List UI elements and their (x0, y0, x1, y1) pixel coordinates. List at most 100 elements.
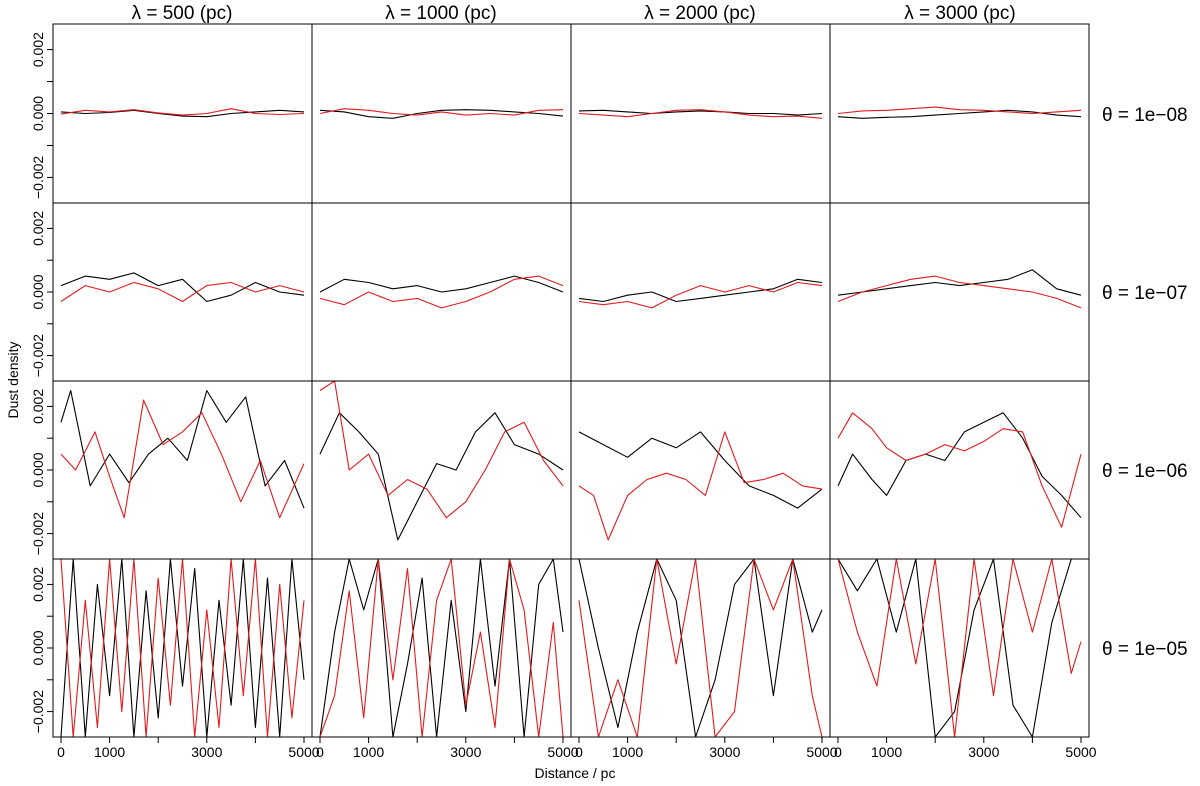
x-tick-label: 0 (834, 744, 842, 760)
x-tick-label: 0 (575, 744, 583, 760)
series-line-black (60, 389, 305, 509)
panel-theta-1e-08-lambda-1000 (311, 23, 572, 204)
series-line-black (837, 109, 1082, 119)
panel-series-group (60, 389, 305, 519)
y-tick-label: −0.002 (30, 156, 46, 199)
series-line-red (837, 106, 1082, 115)
series-line-black (60, 109, 305, 118)
x-tick-label: 3000 (191, 744, 222, 760)
panel-series-group (319, 108, 564, 119)
series-line-black (837, 412, 1082, 519)
y-tick-label: 0.002 (30, 567, 46, 602)
y-tick-label: 0.002 (30, 211, 46, 246)
panel-series-group (837, 106, 1082, 119)
panel-theta-1e-08-lambda-3000 (829, 23, 1090, 204)
panel-series-group (837, 269, 1082, 309)
panel-theta-1e-07-lambda-2000 (570, 202, 831, 382)
y-tick-label: 0.000 (30, 452, 46, 487)
series-line-black (578, 109, 823, 116)
panel-series-group (60, 108, 305, 118)
panel-theta-1e-06-lambda-500: −0.002 0.000 0.002 (30, 380, 313, 560)
series-line-black (319, 559, 564, 737)
panel-series-group (578, 109, 823, 119)
panel-frame (570, 380, 831, 560)
y-tick-label: 0.002 (30, 389, 46, 424)
panel-theta-1e-06-lambda-3000 (829, 380, 1090, 560)
panel-series-group (578, 559, 823, 737)
x-axis-label: Distance / pc (535, 765, 616, 781)
series-line-black (578, 431, 823, 509)
series-line-red (837, 559, 1082, 737)
panel-theta-1e-06-lambda-1000 (311, 380, 572, 560)
row-labels: θ = 1e−08 θ = 1e−07 θ = 1e−06 θ = 1e−05 (1102, 105, 1188, 660)
x-tick-label: 3000 (709, 744, 740, 760)
panel-frame (829, 202, 1090, 382)
panel-theta-1e-08-lambda-2000 (570, 23, 831, 204)
y-tick-label: −0.002 (30, 690, 46, 733)
x-tick-label: 5000 (288, 744, 319, 760)
y-axis-label: Dust density (5, 341, 21, 418)
panel-frame (311, 380, 572, 560)
x-tick-label: 3000 (450, 744, 481, 760)
panel-series-group (319, 559, 564, 737)
series-line-black (837, 269, 1082, 296)
series-line-red (578, 431, 823, 541)
column-headers: λ = 500 (pc) λ = 1000 (pc) λ = 2000 (pc)… (132, 3, 1016, 24)
column-header-lambda-2000: λ = 2000 (pc) (644, 3, 755, 24)
panel-theta-1e-05-lambda-2000: 0 1000 3000 5000 (570, 558, 838, 760)
series-line-red (60, 559, 305, 737)
series-line-red (578, 281, 823, 309)
y-tick-label: 0.000 (30, 274, 46, 309)
panel-series-group (837, 559, 1082, 737)
row-label-theta-1e-07: θ = 1e−07 (1102, 283, 1188, 304)
panel-grid: −0.002 0.000 0.002 −0.002 0.000 0.002 −0.002 0.… (30, 23, 1097, 760)
panel-frame (570, 558, 831, 738)
series-line-red (578, 559, 823, 737)
panel-series-group (319, 381, 564, 541)
panel-theta-1e-08-lambda-500: −0.002 0.000 0.002 (30, 23, 313, 204)
x-tick-label: 5000 (1065, 744, 1096, 760)
series-line-red (837, 412, 1082, 528)
series-line-red (837, 275, 1082, 309)
series-line-black (319, 412, 564, 541)
panel-series-group (60, 272, 305, 303)
column-header-lambda-3000: λ = 3000 (pc) (904, 3, 1015, 24)
panel-frame (52, 202, 313, 382)
row-label-theta-1e-06: θ = 1e−06 (1102, 461, 1188, 482)
panel-frame (570, 202, 831, 382)
panel-series-group (60, 559, 305, 737)
row-label-theta-1e-05: θ = 1e−05 (1102, 639, 1188, 660)
panel-frame (570, 23, 831, 204)
series-line-black (578, 278, 823, 303)
series-line-red (60, 108, 305, 116)
series-line-black (578, 559, 823, 737)
panel-theta-1e-05-lambda-500: −0.002 0.000 0.002 0 1000 3000 5000 (30, 558, 320, 760)
series-line-red (319, 275, 564, 309)
panel-frame (829, 380, 1090, 560)
panel-series-group (319, 275, 564, 309)
series-line-black (60, 272, 305, 303)
series-line-red (319, 108, 564, 116)
x-tick-label: 0 (316, 744, 324, 760)
series-line-red (319, 381, 564, 519)
x-tick-label: 1000 (612, 744, 643, 760)
panel-series-group (837, 412, 1082, 528)
series-line-red (319, 559, 564, 737)
panel-frame (52, 380, 313, 560)
column-header-lambda-500: λ = 500 (pc) (132, 3, 233, 24)
x-tick-label: 0 (57, 744, 65, 760)
x-tick-label: 5000 (547, 744, 578, 760)
series-line-black (837, 559, 1081, 737)
x-tick-label: 1000 (94, 744, 125, 760)
row-label-theta-1e-08: θ = 1e−08 (1102, 105, 1188, 126)
y-tick-label: −0.002 (30, 334, 46, 377)
panel-theta-1e-07-lambda-500: −0.002 0.000 0.002 (30, 202, 313, 382)
series-line-black (319, 109, 564, 119)
y-tick-label: 0.000 (30, 96, 46, 131)
y-tick-label: −0.002 (30, 512, 46, 555)
x-tick-label: 3000 (968, 744, 999, 760)
x-tick-label: 5000 (806, 744, 837, 760)
panel-theta-1e-06-lambda-2000 (570, 380, 831, 560)
series-line-black (319, 275, 564, 293)
